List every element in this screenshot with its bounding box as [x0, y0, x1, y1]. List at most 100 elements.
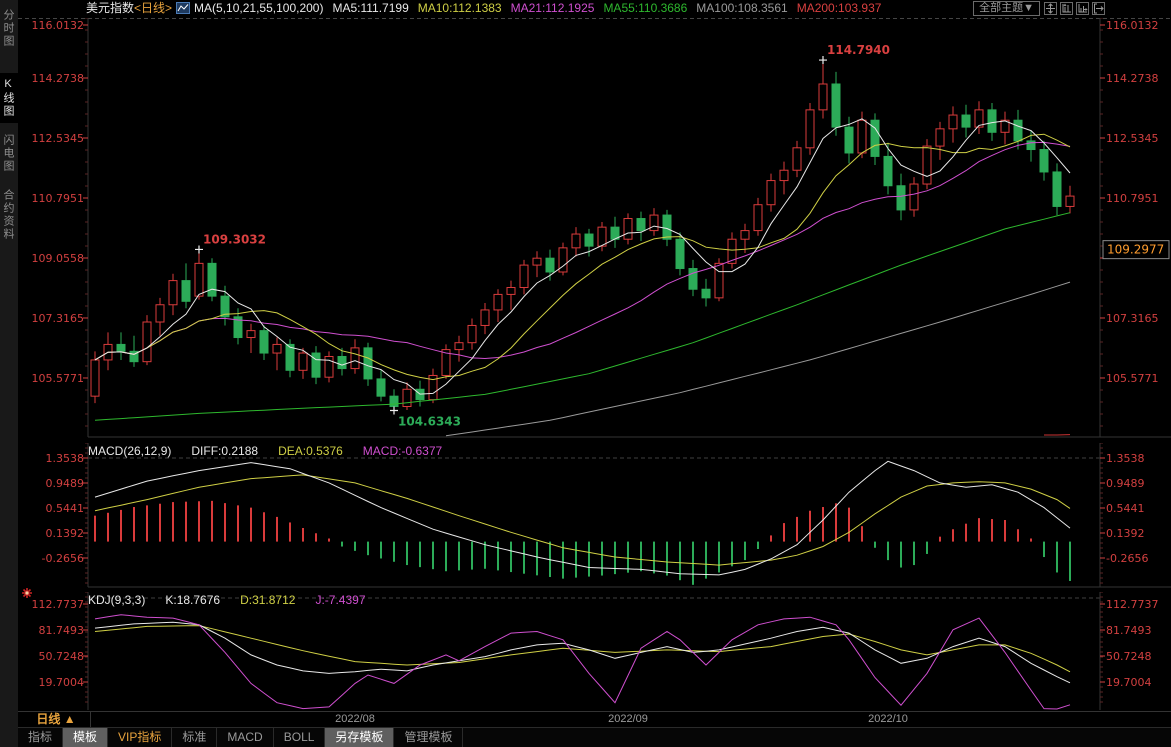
k-line — [94, 621, 1071, 684]
indicator-value: DIFF:0.2188 — [191, 444, 259, 458]
kdj-label: KDJ(9,3,3) — [88, 593, 146, 607]
kdj-panel[interactable]: 112.7737 112.7737 81.7493 81.7493 50.7248 50.… — [18, 592, 1171, 711]
pan-icon[interactable] — [1044, 2, 1057, 15]
tab-标准[interactable]: 标准 — [172, 728, 218, 747]
ma21-line — [94, 141, 1071, 361]
indicator-value: K:18.7676 — [165, 593, 221, 607]
y-axis-label: 112.7737 — [1106, 598, 1159, 611]
y-axis-label: 107.3165 — [1106, 312, 1159, 325]
y-axis-label: 1.3538 — [46, 452, 85, 465]
sidebar-item-闪电图[interactable]: 闪电图 — [2, 134, 14, 173]
y-axis-label: 0.1392 — [1106, 527, 1145, 540]
ma55-line — [94, 212, 1071, 421]
macd-histogram — [94, 500, 1071, 585]
y-axis-label: 50.7248 — [1106, 650, 1152, 663]
ma-value: MA200:103.937 — [796, 1, 882, 15]
macd-readout: DIFF:0.2188 DEA:0.5376 MACD:-0.6377 — [181, 444, 452, 458]
ma-values: MA5:111.7199 MA10:112.1383 MA21:112.1925 MA… — [323, 1, 881, 15]
tab-模板[interactable]: 模板 — [63, 728, 109, 747]
macd-label: MACD(26,12,9) — [88, 444, 172, 458]
tab-BOLL[interactable]: BOLL — [274, 728, 326, 747]
y-axis-label: 107.3165 — [32, 312, 85, 325]
extreme-cross-marker — [390, 406, 398, 415]
scale-axis-icon[interactable] — [1076, 2, 1089, 15]
y-axis-label: 1.3538 — [1106, 452, 1145, 465]
date-axis-row: 日线 ▲ 2022/08 2022/09 2022/10 — [18, 711, 1171, 727]
y-axis-label: 116.0132 — [1106, 19, 1159, 32]
y-axis-label: -0.2656 — [1106, 552, 1148, 565]
y-axis-label: 112.5345 — [32, 132, 85, 145]
current-price-box: 109.2977 — [1102, 240, 1170, 260]
ma-value: MA5:111.7199 — [332, 1, 409, 15]
sidebar-item-合约资料[interactable]: 合约资料 — [2, 189, 14, 241]
bottom-tab-bar: 指标 模板 VIP指标 标准 MACD BOLL 另存模板 管理模板 — [18, 727, 1171, 747]
y-axis-label: 50.7248 — [39, 650, 85, 663]
indicator-value: D:31.8712 — [240, 593, 296, 607]
tab-指标[interactable]: 指标 — [18, 728, 64, 747]
y-axis-label: 105.5771 — [32, 372, 85, 385]
price-annotation: 114.7940 — [827, 43, 890, 57]
header-bar: 美元指数<日线> MA(5,10,21,55,100,200) MA5:111.71… — [18, 0, 1171, 18]
alert-flower-icon[interactable] — [21, 587, 33, 599]
symbol-title: 美元指数 — [86, 1, 135, 15]
tab-管理模板[interactable]: 管理模板 — [394, 728, 464, 747]
tab-另存模板[interactable]: 另存模板 — [325, 728, 395, 747]
y-axis-label: 19.7004 — [1106, 676, 1152, 689]
left-sidebar: 分时图 K线图闪电图合约资料 — [0, 0, 18, 747]
ma-value: MA55:110.3686 — [603, 1, 688, 15]
main-chart-panel[interactable]: 116.0132 116.0132 114.2738 114.2738 112.5345… — [18, 18, 1171, 443]
fit-axis-icon[interactable] — [1060, 2, 1073, 15]
extreme-cross-marker — [195, 245, 203, 254]
macd-header: MACD(26,12,9) DIFF:0.2188 DEA:0.5376 MACD:-… — [88, 445, 462, 458]
x-axis-date-label: 2022/10 — [868, 713, 908, 725]
y-axis-label: 105.5771 — [1106, 372, 1159, 385]
sidebar-item-分时图[interactable]: 分时图 — [2, 9, 14, 48]
y-axis-label: 0.9489 — [1106, 477, 1145, 490]
y-axis-label: 0.1392 — [46, 527, 85, 540]
y-axis-label: 116.0132 — [32, 19, 85, 32]
ma-settings-label: MA(5,10,21,55,100,200) — [194, 1, 324, 15]
period-tag: <日线> — [134, 1, 173, 15]
diff-line — [94, 460, 1071, 576]
y-axis-label: 109.0558 — [32, 252, 85, 265]
ma5-line — [94, 118, 1071, 395]
period-selector[interactable]: 日线 ▲ — [22, 712, 91, 727]
y-axis-label: 0.5441 — [1106, 502, 1145, 515]
ma-value: MA100:108.3561 — [696, 1, 788, 15]
ma10-line — [94, 133, 1071, 381]
mini-chart-icon — [176, 1, 191, 14]
svg-text:109.2977: 109.2977 — [1107, 243, 1164, 257]
y-axis-label: 110.7951 — [1106, 192, 1159, 205]
price-annotation: 109.3032 — [203, 232, 266, 246]
y-axis-label: 0.9489 — [46, 477, 85, 490]
tab-VIP指标[interactable]: VIP指标 — [108, 728, 173, 747]
y-axis-label: 114.2738 — [1106, 72, 1159, 85]
x-axis-date-label: 2022/09 — [608, 713, 648, 725]
extreme-cross-marker — [819, 56, 827, 65]
exit-icon[interactable] — [1092, 2, 1105, 15]
y-axis-label: 112.7737 — [32, 598, 85, 611]
theme-selector-button[interactable]: 全部主题▼ — [973, 1, 1040, 16]
y-axis-label: 110.7951 — [32, 192, 85, 205]
y-axis-label: 81.7493 — [39, 624, 85, 637]
ma-value: MA21:112.1925 — [510, 1, 595, 15]
y-axis-label: 114.2738 — [32, 72, 85, 85]
tab-MACD[interactable]: MACD — [217, 728, 274, 747]
kdj-header: KDJ(9,3,3) K:18.7676 D:31.8712 J:-7.4397 — [88, 594, 386, 607]
j-line — [94, 614, 1071, 710]
y-axis-label: 0.5441 — [46, 502, 85, 515]
indicator-value: MACD:-0.6377 — [362, 444, 443, 458]
sidebar-item-K线图[interactable]: K线图 — [0, 73, 18, 123]
indicator-value: J:-7.4397 — [315, 593, 366, 607]
ma-value: MA10:112.1383 — [417, 1, 502, 15]
x-axis-date-label: 2022/08 — [335, 713, 375, 725]
y-axis-label: -0.2656 — [42, 552, 84, 565]
header-toolbar — [1044, 2, 1105, 15]
y-axis-label: 81.7493 — [1106, 624, 1152, 637]
price-annotation: 104.6343 — [398, 415, 461, 429]
dea-line — [94, 474, 1071, 566]
y-axis-label: 19.7004 — [39, 676, 85, 689]
macd-panel[interactable]: 1.3538 1.3538 0.9489 0.9489 0.5441 0.5441 0.13… — [18, 443, 1171, 592]
ma100-line — [445, 281, 1071, 437]
indicator-value: DEA:0.5376 — [278, 444, 343, 458]
